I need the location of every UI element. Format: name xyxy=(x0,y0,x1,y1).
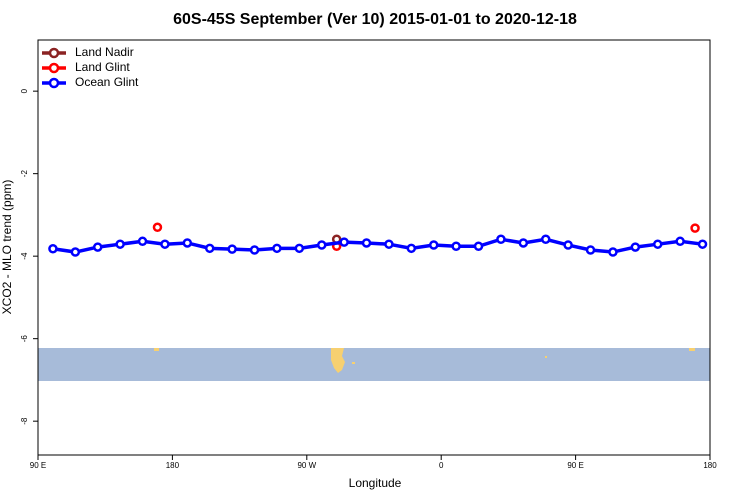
map-band xyxy=(38,348,710,381)
point xyxy=(384,239,394,249)
point xyxy=(563,240,573,250)
x-tick-label: 90 E xyxy=(30,461,46,470)
point xyxy=(70,247,81,257)
x-tick-label: 180 xyxy=(703,461,717,470)
point xyxy=(48,243,58,254)
land xyxy=(331,348,345,373)
legend-label: Ocean Glint xyxy=(75,75,139,89)
point xyxy=(249,245,260,255)
y-axis-label: XCO2 - MLO trend (ppm) xyxy=(0,180,14,315)
land xyxy=(154,348,159,351)
legend-marker xyxy=(48,62,60,74)
point xyxy=(473,241,484,252)
land-patches xyxy=(154,348,695,373)
point xyxy=(406,243,417,254)
point xyxy=(540,234,551,244)
y-tick-label: -2 xyxy=(20,170,29,178)
point xyxy=(518,238,529,248)
point xyxy=(316,240,327,250)
legend-label: Land Glint xyxy=(75,60,130,74)
point xyxy=(152,222,163,233)
point xyxy=(690,223,700,233)
point xyxy=(339,237,349,247)
point xyxy=(294,243,305,254)
point xyxy=(137,236,148,247)
y-tick-label: -8 xyxy=(20,417,29,425)
point xyxy=(630,242,641,252)
legend-label: Land Nadir xyxy=(75,45,134,59)
point xyxy=(160,239,170,249)
point xyxy=(204,243,215,254)
x-tick-label: 90 W xyxy=(297,461,316,470)
land xyxy=(352,362,355,364)
point xyxy=(652,239,663,249)
point xyxy=(675,236,685,247)
point xyxy=(227,244,237,254)
chart-title: 60S-45S September (Ver 10) 2015-01-01 to… xyxy=(173,11,577,28)
point xyxy=(451,241,461,252)
point xyxy=(697,239,708,249)
point xyxy=(361,238,372,248)
x-tick-label: 90 E xyxy=(567,461,583,470)
x-axis-label: Longitude xyxy=(349,476,402,490)
legend-marker xyxy=(48,47,60,59)
legend-marker xyxy=(48,77,60,89)
x-tick-label: 180 xyxy=(166,461,180,470)
point xyxy=(92,242,103,252)
point xyxy=(115,239,125,249)
point xyxy=(496,234,506,244)
point xyxy=(182,238,193,248)
land xyxy=(689,348,695,351)
land xyxy=(545,356,547,358)
series-line xyxy=(52,237,703,254)
point xyxy=(585,245,596,255)
point xyxy=(272,243,282,254)
plot-frame xyxy=(37,39,711,456)
point xyxy=(428,240,439,250)
x-tick-label: 0 xyxy=(439,461,444,470)
y-tick-label: -4 xyxy=(20,252,29,260)
y-tick-label: 0 xyxy=(20,88,29,93)
y-tick-label: -6 xyxy=(20,335,29,343)
point xyxy=(608,247,618,257)
